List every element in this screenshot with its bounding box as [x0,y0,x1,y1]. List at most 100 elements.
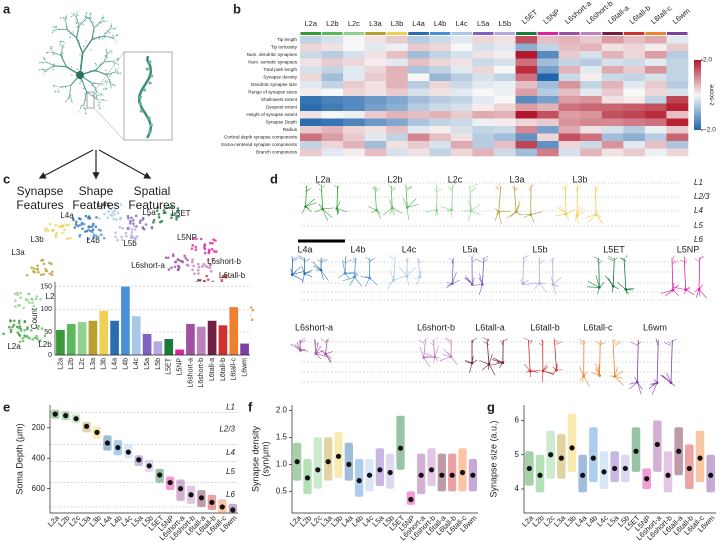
x-tick-label: L5NP [176,358,183,376]
heat-cell [300,58,322,67]
tuft [608,255,614,260]
tuft [292,258,298,263]
heat-cell [580,141,603,149]
heat-cell [601,133,624,142]
heat-cell [666,111,689,119]
spine [103,88,105,90]
heat-cell [450,148,473,157]
heat-cell [623,133,646,142]
mean [408,496,414,503]
heat-cell [472,126,495,134]
dendrite [106,74,111,83]
umap-point [76,224,80,228]
umap-point [19,329,23,332]
tuft [404,183,408,188]
tuft [576,183,582,187]
type-label: L6wm [643,322,667,332]
branch [315,350,325,354]
heat-cell [450,118,473,127]
mean [697,455,703,461]
dendrite [103,28,111,37]
dendrite [70,12,77,18]
mean [601,469,607,475]
heat-cell [300,141,322,149]
spine [101,18,103,20]
heat-cell [343,51,365,59]
soma [635,380,639,384]
umap-point [199,278,202,282]
heat-cell [558,66,581,74]
mean [188,492,194,498]
heat-cell [429,141,452,149]
heat-cell [386,141,409,149]
column-label: L4b [434,19,447,28]
tuft [613,257,619,261]
umap-point [37,339,41,343]
synapse [147,116,151,120]
branch [637,381,643,390]
spine [65,100,67,102]
tuft [447,187,452,191]
column-header [580,32,602,35]
x-tick-label: L6short-a [187,358,194,388]
tuft [336,185,340,189]
umap-label: L5NP [177,233,197,242]
spine [76,22,78,25]
heat-cell [494,43,516,52]
tuft [540,339,544,343]
umap-point [176,258,180,261]
heat-cell [300,96,322,104]
panel-a-art [38,51,173,180]
inset-bg [55,282,250,355]
spine [59,53,62,56]
umap-point [152,218,156,222]
umap-point [31,298,34,301]
spine [53,26,56,28]
heat-cell [494,111,516,119]
mean [315,467,321,473]
column-label: L2a [305,19,318,28]
spine [42,62,45,64]
heat-cell [321,126,344,134]
heat-cell [494,88,516,97]
tuft [390,256,394,261]
spine [62,41,65,43]
umap-point [34,297,38,301]
umap-label: L6short-a [131,261,165,270]
umap-point [118,226,122,229]
tuft [583,341,586,345]
x-tick-label: L4a [111,358,118,370]
heat-cell [429,51,452,59]
heat-cell [644,148,667,157]
heat-cell [644,43,667,52]
layer-label: L1 [694,178,703,187]
umap-label: L4b [86,236,100,245]
umap-point [165,206,168,210]
row-label: Deepest extent [266,104,298,109]
heat-cell [623,141,646,149]
heat-cell [407,66,430,74]
spine [52,68,54,71]
umap-point [92,233,96,237]
tuft [670,338,677,343]
spine [98,35,101,38]
umap-point [43,334,47,338]
heat-cell [601,118,624,127]
umap-point [87,228,91,232]
column-label: L5ET [520,7,540,26]
heat-cell [644,81,667,89]
soma [538,281,541,285]
branch [637,382,642,395]
heat-cell [472,133,495,142]
branch [565,208,576,215]
branch [488,354,493,365]
synapse [148,81,152,85]
spine [61,55,63,57]
heat-cell [450,111,473,119]
synapse [139,109,143,113]
heat-cell [450,66,473,74]
umap-point [7,325,11,329]
umap-point [195,237,198,241]
branch [406,207,409,220]
heat-cell [601,66,624,74]
